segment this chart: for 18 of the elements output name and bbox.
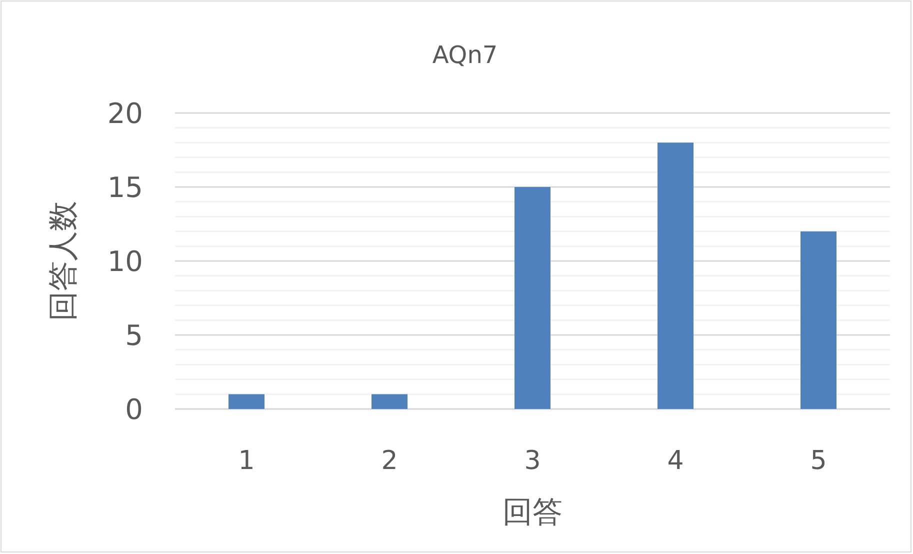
x-tick-label: 5 [810,446,827,476]
x-tick-label: 2 [381,446,398,476]
y-tick-label: 5 [125,319,143,352]
x-tick-label: 4 [667,446,684,476]
bar [800,231,836,409]
y-tick-label: 15 [107,171,143,204]
x-tick-label: 1 [238,446,255,476]
y-axis-title: 回答人数 [46,201,81,321]
chart-title: AQn7 [432,41,498,69]
y-tick-label: 10 [107,245,143,278]
y-tick-label: 20 [107,97,143,130]
bar [514,187,550,409]
bar [658,142,694,409]
bar [372,394,408,409]
x-axis-title: 回答 [502,495,562,530]
x-tick-label: 3 [524,446,541,476]
bar [228,394,264,409]
y-tick-label: 0 [125,393,143,426]
